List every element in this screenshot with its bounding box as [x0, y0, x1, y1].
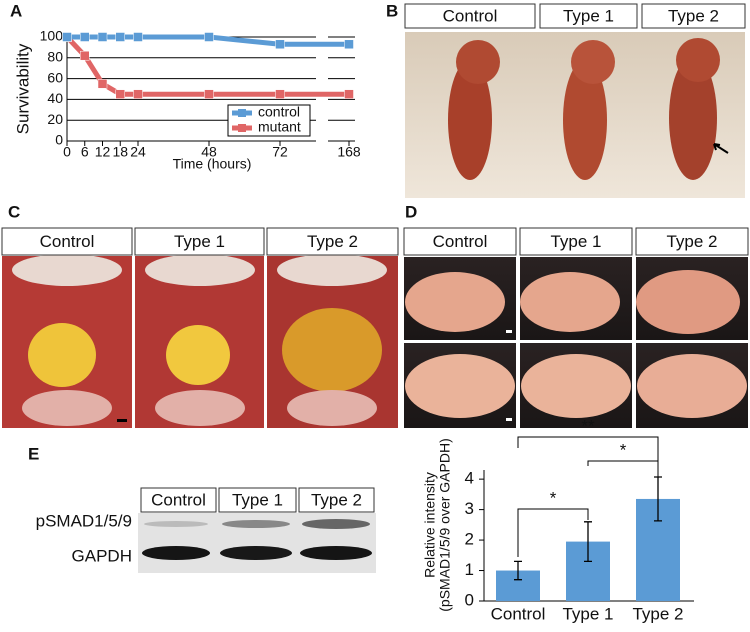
- x-tick-label: 72: [272, 144, 288, 160]
- panel-letter: B: [386, 1, 398, 20]
- row-label: pSMAD1/5/9: [36, 511, 132, 530]
- marker: [115, 32, 125, 42]
- significance-label: *: [550, 488, 557, 507]
- column-box: [218, 487, 297, 513]
- y-axis-label: (pSMAD1/5/9 over GAPDH): [437, 438, 453, 612]
- marker: [204, 89, 214, 99]
- panel-letter: A: [10, 1, 22, 20]
- column-box: [298, 487, 375, 513]
- column-box: [1, 227, 133, 256]
- column-label: Type 1: [232, 490, 283, 509]
- column-label: Type 2: [666, 232, 717, 251]
- marker: [80, 32, 90, 42]
- y-tick-label: 3: [465, 499, 474, 518]
- x-tick-label: 6: [81, 144, 89, 160]
- photo-d: [404, 257, 748, 428]
- column-label: Type 1: [550, 232, 601, 251]
- column-box: [635, 227, 749, 256]
- column-box: [134, 227, 265, 256]
- y-axis-label: Relative intensity: [422, 472, 438, 578]
- marker: [275, 89, 285, 99]
- error-bar: [514, 560, 522, 581]
- x-tick-label: 18: [112, 144, 128, 160]
- y-tick-label: 40: [47, 90, 63, 106]
- column-box: [519, 227, 633, 256]
- marker: [344, 39, 354, 50]
- x-tick-label: 48: [201, 144, 217, 160]
- y-tick-label: 4: [465, 469, 474, 488]
- column-label: Type 2: [311, 490, 362, 509]
- x-tick-label: 24: [130, 144, 146, 160]
- y-axis-label: Survivability: [13, 43, 32, 134]
- column-label: Type 2: [307, 232, 358, 251]
- x-tick-label: 12: [95, 144, 111, 160]
- legend-label: mutant: [258, 119, 301, 135]
- x-axis-label: Time (hours): [173, 156, 252, 172]
- x-tick-label: 168: [337, 144, 361, 160]
- row-label: GAPDH: [72, 546, 132, 565]
- column-box: [266, 227, 399, 256]
- x-tick-label: Type 1: [562, 604, 613, 623]
- marker: [133, 32, 143, 42]
- legend-label: control: [258, 104, 300, 120]
- marker: [204, 32, 214, 42]
- column-box: [404, 3, 536, 29]
- pups: [448, 38, 720, 180]
- marker: [97, 32, 108, 42]
- photo-c: [2, 254, 398, 428]
- arrow: [713, 143, 729, 154]
- x-tick-label: Type 2: [632, 604, 683, 623]
- marker: [97, 79, 108, 89]
- column-box: [539, 3, 638, 29]
- y-tick-label: 0: [55, 132, 63, 148]
- panel-letter: D: [405, 202, 417, 221]
- column-box: [140, 487, 217, 513]
- y-tick-label: 2: [465, 530, 474, 549]
- y-tick-label: 60: [47, 69, 63, 85]
- column-label: Control: [443, 6, 498, 25]
- column-box: [403, 227, 517, 256]
- error-bar: [584, 521, 592, 563]
- column-label: Type 1: [174, 232, 225, 251]
- column-label: Type 2: [668, 6, 719, 25]
- marker: [275, 39, 285, 50]
- significance-bracket: [517, 436, 659, 462]
- significance-label: *: [620, 440, 627, 459]
- y-tick-label: 1: [465, 560, 474, 579]
- marker: [80, 50, 90, 61]
- marker: [62, 32, 72, 42]
- marker: [115, 89, 125, 99]
- significance-bracket: [517, 508, 589, 557]
- column-label: Control: [433, 232, 488, 251]
- panel-letter: C: [8, 202, 20, 221]
- legend-marker: [238, 109, 246, 117]
- x-tick-label: 0: [63, 144, 71, 160]
- column-label: Control: [151, 490, 206, 509]
- column-label: Type 1: [563, 6, 614, 25]
- significance-bracket: [587, 460, 659, 513]
- significance-label: **: [581, 416, 595, 435]
- legend-marker: [238, 124, 246, 132]
- marker: [344, 89, 354, 99]
- blot: [138, 513, 376, 573]
- column-box: [641, 3, 746, 29]
- y-tick-label: 20: [47, 111, 63, 127]
- column-label: Control: [40, 232, 95, 251]
- marker: [133, 89, 143, 99]
- y-tick-label: 100: [40, 28, 64, 44]
- y-tick-label: 80: [47, 49, 63, 65]
- panel-letter: E: [28, 444, 39, 463]
- x-tick-label: Control: [491, 604, 546, 623]
- y-tick-label: 0: [465, 590, 474, 609]
